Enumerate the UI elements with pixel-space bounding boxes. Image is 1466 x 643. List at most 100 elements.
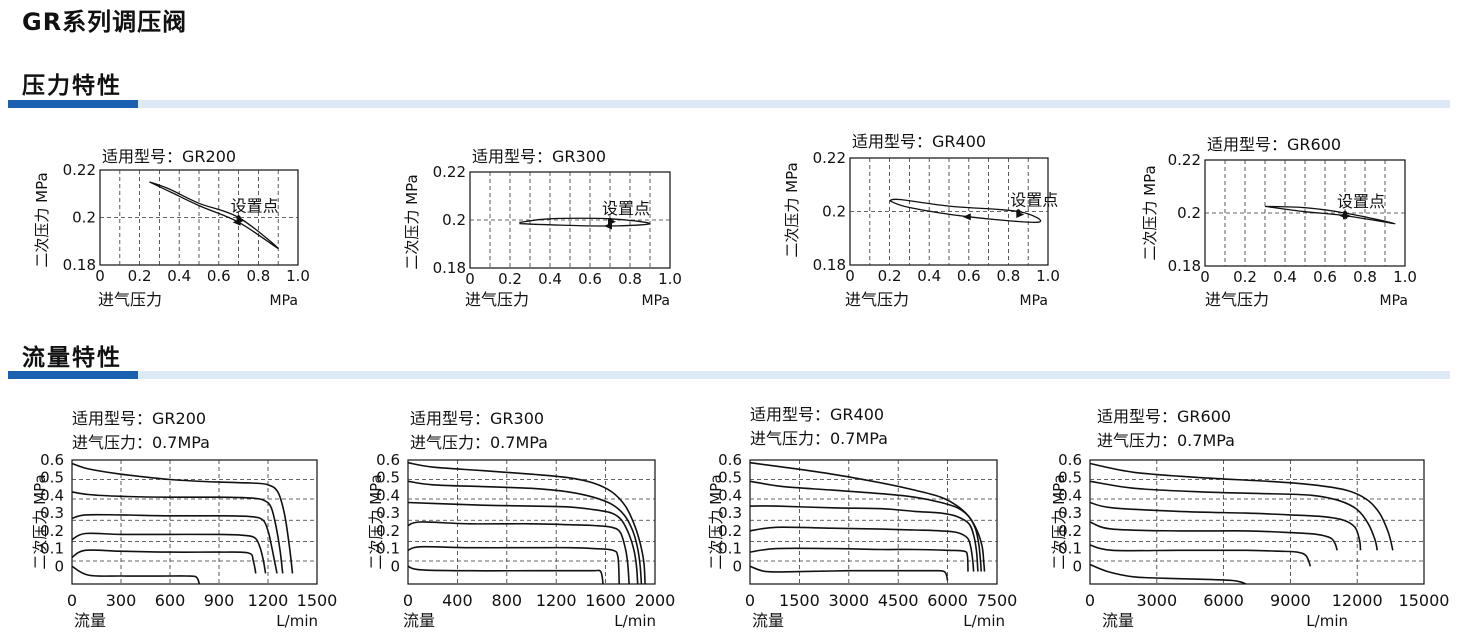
x-tick-label: 0 <box>1085 591 1095 610</box>
x-tick-label: 0.2 <box>498 270 522 288</box>
x-tick-label: 0.2 <box>1233 268 1257 286</box>
pressure-chart-gr300: 0 0.2 0.4 0.6 0.8 1.0 0.18 0.2 0.22 适用型号：GR300 进气压… <box>403 147 682 309</box>
direction-arrow <box>1339 212 1347 220</box>
x-tick-label: 6000 <box>1203 591 1244 610</box>
flow-curve-0.2 <box>1089 521 1338 551</box>
pressure-chart-gr200: 0 0.2 0.4 0.6 0.8 1.0 0.18 0.2 0.22 适用型号：GR200 进气压… <box>33 147 310 309</box>
y-tick-label: 0.22 <box>63 161 96 179</box>
flow-curve-0.5 <box>407 461 646 585</box>
x-tick-label: 0 <box>465 270 475 288</box>
x-axis-unit: MPa <box>270 293 298 309</box>
flow-curve-0.2 <box>71 532 267 574</box>
x-axis-unit: L/min <box>1306 612 1348 630</box>
x-tick-label: 6000 <box>927 591 968 610</box>
x-tick-label: 0 <box>403 591 413 610</box>
x-tick-label: 0.2 <box>128 267 152 285</box>
x-tick-label: 1.0 <box>658 270 682 288</box>
y-tick-label: 0.18 <box>433 259 466 277</box>
plot-frame <box>71 459 318 585</box>
x-tick-label: 0.6 <box>1313 268 1337 286</box>
model-label: 适用型号：GR400 <box>852 132 986 151</box>
x-tick-label: 0.4 <box>538 270 562 288</box>
x-tick-label: 400 <box>442 591 473 610</box>
x-tick-label: 0.4 <box>917 267 941 285</box>
x-tick-label: 1600 <box>585 591 626 610</box>
direction-arrow <box>962 213 971 221</box>
x-axis-unit: L/min <box>963 612 1005 630</box>
x-tick-label: 600 <box>155 591 186 610</box>
hysteresis-loop <box>889 198 1042 223</box>
x-tick-label: 0 <box>745 591 755 610</box>
x-tick-label: 3000 <box>828 591 869 610</box>
x-tick-label: 7500 <box>977 591 1018 610</box>
flow-curve-0.05 <box>407 565 604 585</box>
set-point-label: 设置点 <box>602 199 650 218</box>
y-tick-label: 0.3 <box>40 504 64 522</box>
y-tick-label: 0.5 <box>718 469 742 487</box>
flow-curve-0.05 <box>71 565 201 585</box>
section-title-flow: 流量特性 <box>22 345 122 371</box>
x-axis-unit: L/min <box>276 612 318 630</box>
direction-arrow <box>232 218 241 226</box>
model-label: 适用型号：GR600 <box>1207 135 1341 154</box>
y-tick-label: 0.2 <box>718 522 742 540</box>
x-axis-label: 流量 <box>752 611 784 630</box>
x-tick-label: 4500 <box>878 591 919 610</box>
section-divider-flow <box>8 371 1450 379</box>
flow-curve-0.05 <box>749 565 949 581</box>
section-title-pressure: 压力特性 <box>22 73 122 99</box>
y-tick-label: 0 <box>1072 557 1082 575</box>
flow-curve-0.5 <box>749 461 986 572</box>
flow-chart-gr300: 0 400 800 1200 1600 200000.10.20.30.40.50.6适用… <box>367 409 675 630</box>
set-point-label: 设置点 <box>231 197 279 216</box>
flow-curve-0.5 <box>1089 462 1394 551</box>
inlet-pressure-label: 进气压力：0.7MPa <box>410 433 548 452</box>
flow-chart-gr200: 0 300 600 900 1200 150000.10.20.30.40.50.6适用型… <box>31 409 337 630</box>
y-tick-label: 0.18 <box>813 256 846 274</box>
y-tick-label: 0.5 <box>1058 469 1082 487</box>
y-tick-label: 0.4 <box>1058 486 1082 504</box>
flow-curve-0.05 <box>1089 563 1247 585</box>
x-tick-label: 1.0 <box>1393 268 1417 286</box>
y-tick-label: 0.18 <box>1168 257 1201 275</box>
plot-frame <box>1089 459 1425 585</box>
y-axis-label: 二次压力 MPa <box>1141 165 1159 260</box>
y-tick-label: 0.3 <box>1058 504 1082 522</box>
x-tick-label: 800 <box>492 591 523 610</box>
x-axis-label: 进气压力 <box>1205 290 1269 309</box>
pressure-chart-gr600: 0 0.2 0.4 0.6 0.8 1.0 0.18 0.2 0.22 适用型号：GR600 进气压… <box>1141 135 1417 309</box>
x-tick-label: 1500 <box>297 591 338 610</box>
y-tick-label: 0.5 <box>376 469 400 487</box>
flow-curve-0.4 <box>749 480 982 572</box>
x-axis-unit: MPa <box>1020 293 1048 309</box>
flow-curve-0.3 <box>71 513 278 574</box>
y-tick-label: 0.3 <box>376 504 400 522</box>
x-tick-label: 0 <box>845 267 855 285</box>
y-tick-label: 0.2 <box>376 522 400 540</box>
x-axis-label: 进气压力 <box>98 290 162 309</box>
y-tick-label: 0.22 <box>433 163 466 181</box>
y-tick-label: 0.6 <box>40 451 64 469</box>
direction-arrow <box>604 222 612 230</box>
pressure-chart-gr400: 0 0.2 0.4 0.6 0.8 1.0 0.18 0.2 0.22 适用型号：GR400 进气压… <box>783 132 1060 309</box>
y-tick-label: 0 <box>732 557 742 575</box>
flow-curve-0.5 <box>71 462 294 574</box>
y-axis-label: 二次压力 MPa <box>403 174 421 269</box>
x-tick-label: 0.8 <box>1353 268 1377 286</box>
x-tick-label: 0.6 <box>578 270 602 288</box>
y-tick-label: 0.3 <box>718 504 742 522</box>
y-tick-label: 0.5 <box>40 469 64 487</box>
x-axis-label: 进气压力 <box>845 290 909 309</box>
plot-frame <box>407 459 656 585</box>
flow-curve-0.1 <box>749 547 969 572</box>
model-label: 适用型号：GR200 <box>102 147 236 166</box>
inlet-pressure-label: 进气压力：0.7MPa <box>1097 431 1235 450</box>
x-tick-label: 0.2 <box>878 267 902 285</box>
x-tick-label: 0 <box>1200 268 1210 286</box>
y-axis-label: 二次压力 MPa <box>1050 474 1068 569</box>
flow-curve-0.1 <box>71 549 257 574</box>
x-tick-label: 3000 <box>1136 591 1177 610</box>
x-axis-unit: MPa <box>1380 293 1408 309</box>
flow-curve-0.1 <box>407 545 620 585</box>
x-tick-label: 15000 <box>1399 591 1450 610</box>
